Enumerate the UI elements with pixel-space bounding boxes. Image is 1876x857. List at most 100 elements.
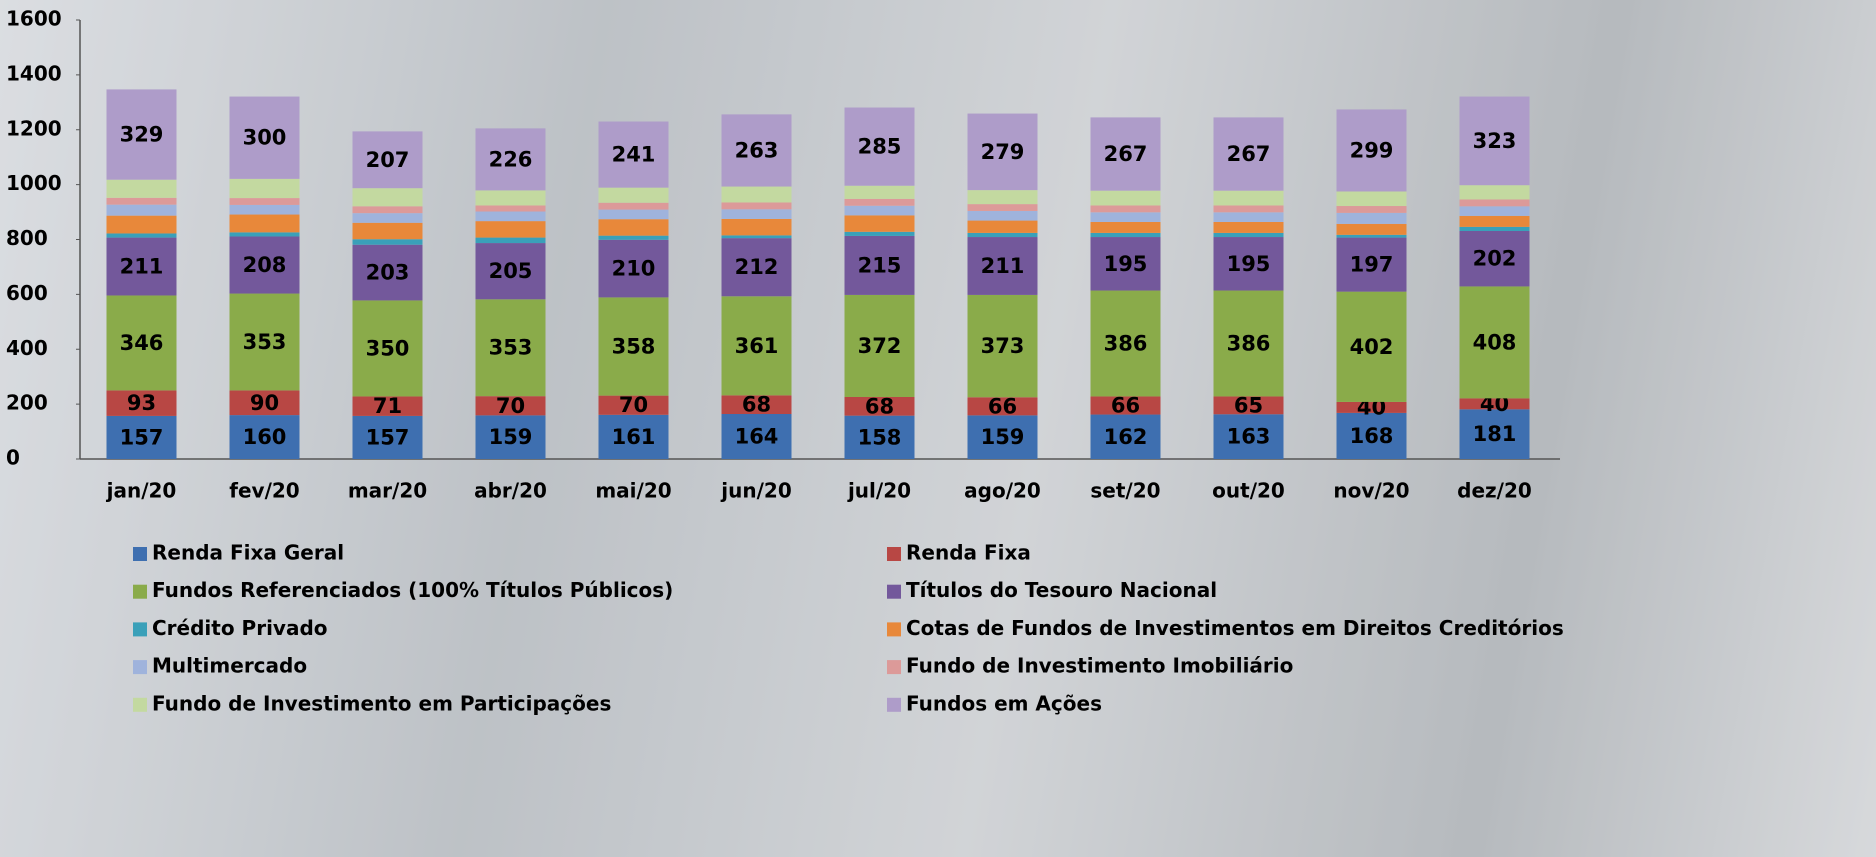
- bar-segment: [1459, 206, 1530, 216]
- bar-segment: [844, 107, 915, 186]
- bar-segment: [967, 204, 1038, 211]
- value-label: 164: [735, 425, 779, 449]
- x-tick-label: jun/20: [720, 479, 791, 503]
- bar-segment: [475, 299, 546, 397]
- x-tick-label: mar/20: [348, 479, 427, 503]
- bar-segment: [1336, 212, 1407, 224]
- legend-swatch: [133, 547, 147, 561]
- bar-segment: [844, 396, 915, 416]
- value-label: 158: [858, 425, 902, 449]
- value-label: 372: [858, 334, 902, 358]
- bar-segment: [229, 293, 300, 391]
- bar-segment: [106, 89, 177, 180]
- legend-swatch: [887, 622, 901, 637]
- bar-segment: [106, 237, 177, 296]
- bar-segment: [721, 202, 792, 210]
- bar-segment: [1090, 205, 1161, 213]
- bar-segment: [106, 179, 177, 198]
- value-label: 159: [981, 425, 1025, 449]
- value-label: 68: [865, 394, 894, 418]
- bar-segment: [844, 235, 915, 295]
- bar-segment: [1213, 190, 1284, 206]
- bar-segment: [352, 300, 423, 397]
- bar-segment: [1336, 291, 1407, 402]
- bar-segment: [598, 235, 669, 240]
- bar-segment: [475, 396, 546, 416]
- value-label: 203: [366, 261, 410, 285]
- value-label: 373: [981, 334, 1025, 358]
- bar-segment: [721, 209, 792, 219]
- legend-swatch: [887, 547, 901, 561]
- bar-segment: [352, 239, 423, 245]
- value-label: 361: [735, 334, 779, 358]
- value-label: 211: [981, 254, 1025, 278]
- bar-segment: [967, 232, 1038, 238]
- value-label: 162: [1104, 425, 1148, 449]
- bar-segment: [352, 222, 423, 240]
- bar-segment: [967, 210, 1038, 221]
- bar-segment: [1213, 232, 1284, 238]
- value-label: 386: [1104, 331, 1148, 355]
- value-label: 212: [735, 255, 779, 279]
- value-label: 299: [1350, 138, 1394, 162]
- y-tick-label: 800: [6, 226, 48, 250]
- value-label: 358: [612, 335, 656, 359]
- x-tick-label: jul/20: [847, 479, 911, 503]
- bar-segment: [475, 243, 546, 300]
- bar-segment: [1336, 237, 1407, 292]
- legend-label: Multimercado: [152, 654, 307, 678]
- value-label: 350: [366, 336, 410, 360]
- value-label: 163: [1227, 425, 1271, 449]
- value-label: 323: [1473, 129, 1517, 153]
- bar-segment: [1459, 286, 1530, 399]
- bar-segment: [352, 213, 423, 223]
- value-label: 68: [742, 393, 771, 417]
- value-label: 210: [612, 257, 656, 281]
- value-label: 157: [120, 425, 164, 449]
- bar-segment: [598, 239, 669, 298]
- bar-segment: [967, 113, 1038, 191]
- bar-segment: [1213, 290, 1284, 397]
- bar-segment: [1336, 206, 1407, 213]
- bar-segment: [844, 215, 915, 232]
- bar-segment: [1336, 234, 1407, 238]
- value-label: 159: [489, 425, 533, 449]
- bar-segment: [1090, 290, 1161, 397]
- bar-segment: [229, 96, 300, 179]
- bar-segment: [1459, 409, 1530, 459]
- bar-segment: [1213, 212, 1284, 222]
- bar-segment: [967, 237, 1038, 295]
- x-tick-label: jan/20: [106, 479, 177, 503]
- value-label: 205: [489, 259, 533, 283]
- value-label: 66: [1111, 393, 1140, 417]
- bar-segment: [352, 415, 423, 459]
- value-label: 90: [250, 391, 279, 415]
- bar-segment: [721, 186, 792, 203]
- value-label: 300: [243, 126, 287, 150]
- x-tick-label: ago/20: [964, 479, 1041, 503]
- bar-segment: [352, 206, 423, 214]
- bar-segment: [844, 185, 915, 199]
- x-tick-label: mai/20: [595, 479, 671, 503]
- value-label: 195: [1104, 252, 1148, 276]
- bar-segment: [967, 415, 1038, 459]
- bar-segment: [106, 295, 177, 391]
- bar-segment: [229, 390, 300, 416]
- value-label: 267: [1104, 142, 1148, 166]
- value-label: 197: [1350, 253, 1394, 277]
- x-tick-label: fev/20: [229, 479, 299, 503]
- value-label: 353: [243, 330, 287, 354]
- bar-segment: [844, 231, 915, 236]
- bar-segment: [721, 296, 792, 396]
- x-tick-label: abr/20: [474, 479, 547, 503]
- legend-swatch: [133, 584, 147, 599]
- bar-segment: [106, 390, 177, 416]
- y-tick-label: 0: [6, 446, 20, 470]
- bar-segment: [967, 294, 1038, 398]
- y-tick-label: 1600: [6, 7, 62, 31]
- bar-segment: [1213, 414, 1284, 459]
- bar-segment: [844, 198, 915, 206]
- legend-label: Renda Fixa: [906, 541, 1031, 565]
